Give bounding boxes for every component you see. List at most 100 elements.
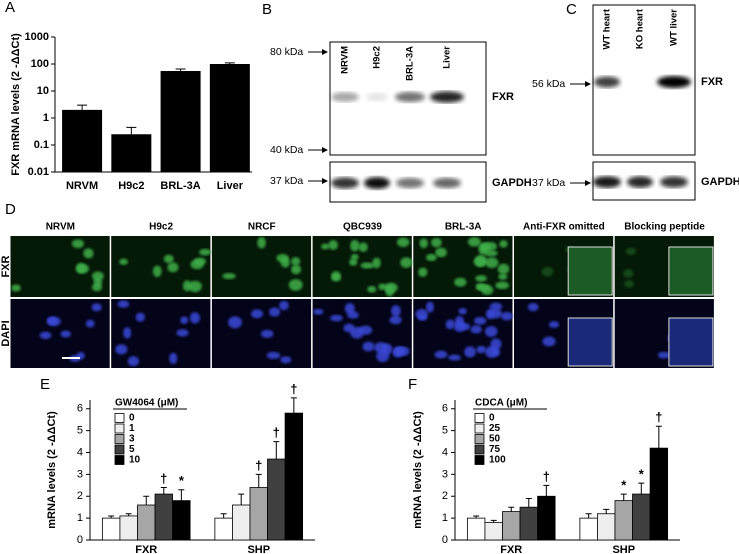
nucleus: [46, 316, 58, 326]
nucleus: [91, 271, 104, 281]
nucleus: [484, 326, 498, 338]
bar: [484, 522, 503, 541]
nucleus: [180, 316, 189, 324]
blot-band: [331, 92, 359, 102]
marker-label: 80 kDa: [270, 46, 303, 58]
nucleus: [475, 254, 487, 267]
nucleus: [625, 247, 637, 255]
y-tick-label: 6: [442, 403, 448, 415]
significance-mark: †: [273, 425, 280, 440]
nucleus: [425, 253, 437, 262]
nucleus: [448, 354, 461, 361]
nucleus: [392, 347, 403, 358]
y-tick-label: 0.1: [34, 139, 49, 151]
legend-swatch: [114, 434, 125, 444]
nucleus: [266, 351, 281, 360]
legend-label: 0: [129, 413, 135, 424]
micrograph: [514, 299, 614, 368]
y-tick-label: 5: [442, 425, 448, 437]
nucleus: [476, 345, 487, 354]
panel-letter: A: [5, 0, 15, 16]
bar: [172, 500, 191, 541]
error-bar: [508, 506, 515, 512]
nucleus: [372, 257, 381, 269]
nucleus: [350, 239, 360, 252]
error-bar: [655, 425, 662, 449]
bar: [519, 506, 538, 541]
nucleus: [83, 248, 94, 259]
nucleus: [359, 325, 373, 335]
nucleus: [71, 239, 84, 249]
y-axis-label: mRNA levels (2 -ΔΔCt): [412, 411, 424, 529]
nucleus: [527, 303, 539, 312]
panel-letter: D: [5, 201, 16, 218]
inset: [567, 246, 613, 296]
nucleus: [276, 253, 289, 263]
legend-label: 100: [489, 455, 506, 466]
nucleus: [360, 262, 375, 269]
marker-label: 37 kDa: [270, 175, 303, 187]
nucleus: [458, 307, 467, 315]
y-tick-label: 5: [77, 425, 83, 437]
nucleus: [331, 271, 341, 280]
inset: [567, 317, 613, 367]
nucleus: [152, 265, 162, 278]
legend-label: 50: [489, 434, 501, 445]
bar: [119, 515, 138, 541]
blot-band: [627, 176, 653, 188]
inset: [668, 246, 714, 296]
nucleus: [489, 302, 503, 311]
significance-mark: †: [160, 471, 167, 486]
nucleus: [542, 336, 556, 347]
nucleus: [362, 341, 375, 352]
nucleus: [367, 285, 377, 293]
x-tick-label: BRL-3A: [160, 180, 200, 192]
error-bar: [543, 484, 550, 497]
bar: [537, 495, 556, 541]
micrograph: [514, 236, 614, 297]
column-label: Anti-FXR omitted: [523, 222, 605, 233]
band-label: GAPDH: [492, 177, 532, 189]
legend-label: 5: [129, 444, 135, 455]
nucleus: [349, 258, 358, 266]
nucleus: [279, 300, 289, 311]
nucleus: [624, 279, 634, 288]
nucleus: [454, 277, 467, 287]
nucleus: [385, 284, 395, 297]
blot-band: [594, 76, 620, 88]
error-bar: [143, 495, 150, 505]
lane-label: NRVM: [340, 46, 351, 74]
micrograph: [211, 236, 312, 297]
bar: [466, 517, 486, 541]
legend-swatch: [114, 413, 125, 423]
nucleus: [481, 285, 494, 295]
bar: [160, 71, 201, 172]
micrograph: [614, 299, 714, 368]
nucleus: [475, 275, 487, 282]
marker-label: 40 kDa: [270, 144, 303, 156]
nucleus: [473, 316, 487, 325]
nucleus: [374, 342, 388, 353]
nucleus: [484, 250, 498, 257]
bar: [154, 493, 173, 541]
y-tick-label: 3: [442, 468, 448, 480]
y-tick-label: 1: [43, 112, 49, 124]
nucleus: [169, 352, 178, 365]
row-label: DAPI: [0, 320, 12, 346]
panel-letter: E: [40, 376, 50, 393]
nucleus: [193, 257, 207, 265]
blot-band: [364, 177, 390, 189]
nucleus: [11, 284, 21, 292]
nucleus: [470, 325, 482, 334]
nucleus: [623, 268, 634, 278]
error-bar: [220, 513, 227, 519]
lane-label: WT heart: [602, 8, 613, 49]
nucleus: [91, 303, 102, 312]
nucleus: [425, 301, 434, 313]
nucleus: [347, 311, 359, 319]
arrow-head: [322, 49, 328, 55]
legend-swatch: [474, 444, 485, 455]
marker-label: 56 kDa: [532, 78, 565, 90]
significance-mark: *: [639, 467, 645, 482]
